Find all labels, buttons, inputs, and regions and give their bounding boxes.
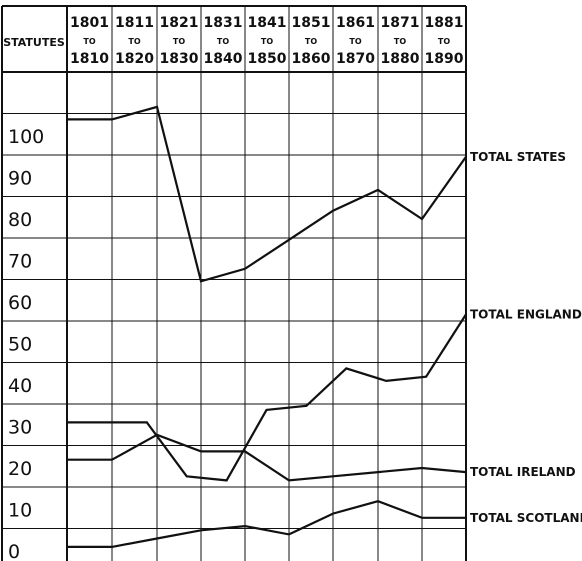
column-header-from: 1831 (204, 15, 243, 31)
column-header-to-word: TO (173, 37, 185, 46)
column-header-to: 1820 (115, 51, 154, 67)
column-header-to-word: TO (83, 37, 95, 46)
column-header-from: 1801 (70, 15, 109, 31)
y-tick-label: 90 (8, 168, 32, 190)
chart-grid (1, 5, 467, 561)
y-tick-label: 70 (8, 251, 32, 273)
column-header-to: 1850 (248, 51, 287, 67)
column-header-to: 1890 (425, 51, 464, 67)
column-header-to: 1880 (381, 51, 420, 67)
series-line (67, 313, 467, 482)
column-header-to-word: TO (128, 37, 140, 46)
y-tick-label: 20 (8, 458, 32, 480)
series-line (67, 105, 467, 283)
column-header-from: 1881 (425, 15, 464, 31)
column-header-from: 1871 (381, 15, 420, 31)
y-tick-label: 10 (8, 500, 32, 522)
column-header-to: 1810 (70, 51, 109, 67)
series-label: TOTAL STATES (470, 150, 566, 164)
column-header-to: 1830 (160, 51, 199, 67)
y-tick-label: 100 (8, 126, 44, 148)
column-header-to-word: TO (438, 37, 450, 46)
series-label: TOTAL IRELAND (470, 465, 576, 479)
column-header-to-word: TO (217, 37, 229, 46)
column-header-from: 1821 (160, 15, 199, 31)
y-tick-label: 30 (8, 417, 32, 439)
column-header-to-word: TO (349, 37, 361, 46)
column-header-from: 1841 (248, 15, 287, 31)
y-tick-label: 40 (8, 375, 32, 397)
y-tick-label: 60 (8, 292, 32, 314)
series-labels: TOTAL STATES TOTAL ENGLAND TOTAL IRELAND TO… (470, 150, 582, 525)
series-lines (67, 105, 467, 548)
corner-label: STATUTES (3, 36, 65, 49)
y-tick-label: 80 (8, 209, 32, 231)
series-label: TOTAL ENGLAND (470, 307, 582, 321)
series-line (67, 500, 466, 548)
column-header-to: 1860 (292, 51, 331, 67)
y-tick-label: 0 (8, 541, 20, 561)
column-header-from: 1811 (115, 15, 154, 31)
column-header-from: 1861 (336, 15, 375, 31)
column-header-to-word: TO (261, 37, 273, 46)
series-label: TOTAL SCOTLAND (470, 511, 582, 525)
y-tick-label: 50 (8, 334, 32, 356)
column-header-to-word: TO (394, 37, 406, 46)
column-header-to-word: TO (305, 37, 317, 46)
column-header-from: 1851 (292, 15, 331, 31)
column-header-to: 1870 (336, 51, 375, 67)
chart-header: STATUTES 1801 TO 1810 1811 TO 1820 1821 TO 1830 1… (3, 15, 464, 67)
series-line (67, 433, 467, 482)
column-header-to: 1840 (204, 51, 243, 67)
